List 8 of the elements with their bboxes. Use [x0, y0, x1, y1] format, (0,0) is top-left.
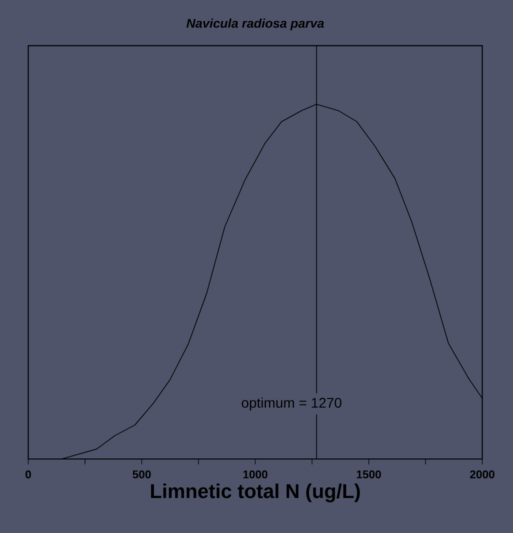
x-tick-label: 2000	[470, 470, 494, 478]
x-tick-label: 500	[132, 470, 151, 478]
x-tick-label: 0	[26, 470, 31, 478]
x-tick-label: 1500	[356, 470, 381, 478]
x-axis-title: Limnetic total N (ug/L)	[151, 484, 360, 502]
ref-line-label: optimum = 1270	[242, 397, 342, 411]
x-tick-label: 1000	[243, 470, 268, 478]
chart-title: Navicula radiosa parva	[186, 18, 324, 30]
